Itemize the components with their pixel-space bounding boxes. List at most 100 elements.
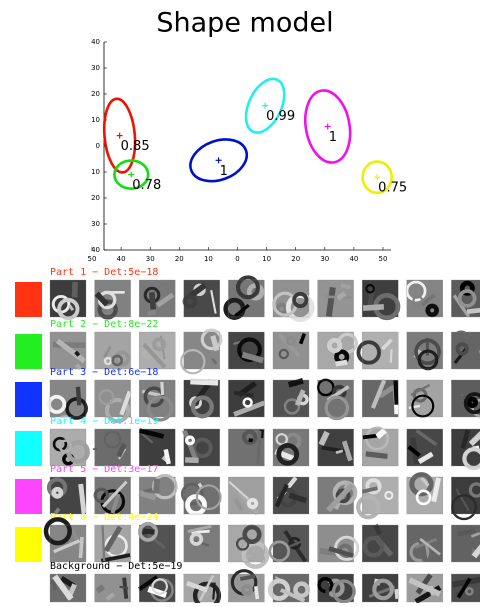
image-patch <box>318 574 355 602</box>
page: {"chart_data": {"type": "shape-model", "… <box>0 0 480 603</box>
patch-shape <box>329 287 333 316</box>
image-patch <box>139 380 175 420</box>
image-patch <box>95 525 131 562</box>
figure: Shape model 4030201001020304050403020100… <box>0 0 480 603</box>
patch-shape <box>363 436 377 438</box>
patch-shape <box>148 312 156 314</box>
image-patch <box>407 380 443 417</box>
y-tick-label: 20 <box>91 90 100 98</box>
x-tick-label: 30 <box>146 255 155 263</box>
image-patch <box>95 280 131 317</box>
y-tick-label: 30 <box>91 64 100 72</box>
image-patch <box>228 332 264 369</box>
image-patch <box>139 332 175 369</box>
patch-shape <box>53 345 85 346</box>
patch-shape <box>245 556 251 557</box>
part-mean <box>117 133 123 139</box>
part-mean <box>262 103 268 109</box>
y-tick-label: 0 <box>96 142 100 150</box>
image-patch <box>50 280 86 318</box>
part-swatch <box>15 282 42 317</box>
image-patch <box>49 380 86 418</box>
chart-title: Shape model <box>156 8 333 39</box>
y-tick-label: 40 <box>91 246 100 254</box>
image-patch <box>451 429 480 468</box>
image-patch <box>273 380 309 417</box>
part-label: Part 4 − Det:1e−19 <box>50 416 158 427</box>
patch-shape <box>289 381 303 385</box>
image-patch <box>407 475 443 514</box>
image-patch <box>184 429 220 466</box>
patch-shape <box>336 362 348 364</box>
patch-shape <box>391 349 392 362</box>
image-patch <box>226 277 265 317</box>
image-patch <box>451 280 480 317</box>
image-patch <box>451 525 480 562</box>
patch-shape <box>162 382 163 395</box>
image-patch <box>95 477 131 514</box>
x-tick-label: 50 <box>379 255 388 263</box>
y-tick-label: 10 <box>91 116 100 124</box>
image-patch <box>95 380 131 421</box>
image-patch <box>228 429 264 466</box>
patch-shape <box>156 479 157 494</box>
image-patch <box>318 429 354 466</box>
value-label: 0.99 <box>266 109 295 124</box>
part-swatch <box>15 334 42 369</box>
image-patch <box>273 429 309 466</box>
image-patch <box>181 330 221 373</box>
x-tick-label: 50 <box>88 255 97 263</box>
patch-shape <box>199 485 202 487</box>
image-patch <box>228 477 264 514</box>
patch-shape <box>76 352 79 356</box>
image-patch <box>318 280 354 317</box>
patch-shape <box>78 387 79 405</box>
image-patch <box>318 477 356 514</box>
image-patch <box>50 332 86 369</box>
image-patch <box>362 574 398 602</box>
y-tick-label: 20 <box>91 194 100 202</box>
image-patch <box>95 429 131 466</box>
image-patch <box>270 525 309 562</box>
image-patch <box>451 380 480 417</box>
x-tick-label: 0 <box>235 255 239 263</box>
value-label: 0.85 <box>121 139 150 154</box>
x-tick-label: 40 <box>349 255 358 263</box>
patch-shape <box>363 307 384 308</box>
image-patch <box>407 280 443 317</box>
image-patch <box>318 525 358 562</box>
image-patch <box>95 574 131 602</box>
x-tick-label: 20 <box>291 255 300 263</box>
image-patch <box>407 525 443 562</box>
image-patch <box>362 280 398 318</box>
patch-shape <box>190 381 218 382</box>
image-patch <box>270 574 309 602</box>
image-patch <box>228 525 267 567</box>
part-label: Part 3 − Det:6e−18 <box>50 367 158 378</box>
part-label: Part 2 − Det:8e−22 <box>50 319 158 330</box>
patch-shape <box>213 583 214 600</box>
patch-shape <box>97 587 103 592</box>
image-patch <box>273 477 309 514</box>
image-patch <box>139 429 175 466</box>
patch-shape <box>152 292 153 309</box>
patch-shape <box>396 589 397 599</box>
image-patch <box>451 574 480 602</box>
image-patch <box>49 477 86 514</box>
patch-shape <box>256 586 258 599</box>
image-patch <box>407 574 443 602</box>
part-label: Part 5 − Det:3e−17 <box>50 464 158 475</box>
part-mean <box>325 124 331 130</box>
image-patch <box>273 332 309 369</box>
x-tick-label: 20 <box>175 255 184 263</box>
image-patch <box>184 574 220 603</box>
image-patch <box>228 380 264 417</box>
part-mean <box>216 157 222 163</box>
part-label: Background − Det:5e−19 <box>50 561 182 572</box>
image-patch <box>139 574 175 602</box>
part-swatch <box>15 479 42 514</box>
y-tick-label: 10 <box>91 168 100 176</box>
value-label: 0.78 <box>132 178 161 193</box>
image-patch <box>451 477 480 519</box>
image-patch <box>139 524 175 562</box>
